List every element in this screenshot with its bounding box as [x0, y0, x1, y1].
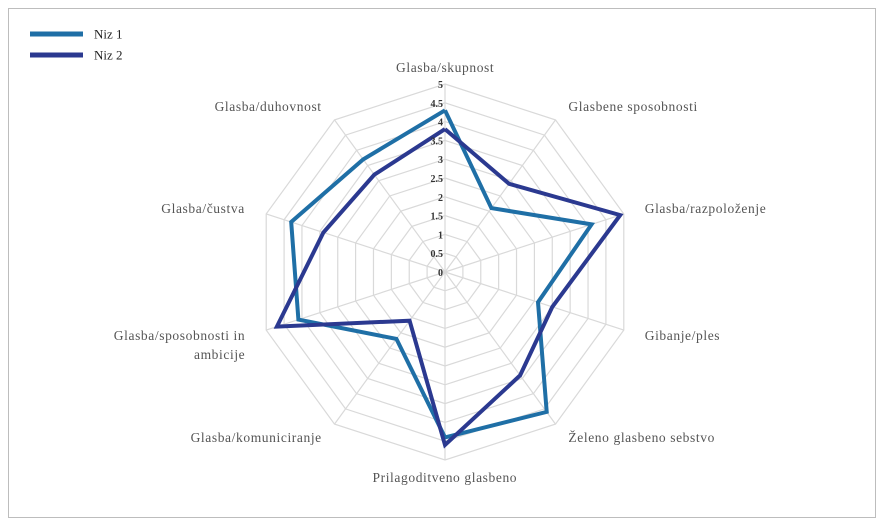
legend-label: Niz 2 — [94, 48, 123, 63]
category-label: Glasba/čustva — [161, 201, 245, 217]
r-tick-label: 1.5 — [431, 212, 444, 223]
r-tick-label: 3 — [438, 155, 443, 166]
r-tick-label: 4 — [438, 118, 443, 129]
category-label: Glasba/komuniciranje — [190, 430, 322, 446]
category-label: Želeno glasbeno sebstvo — [568, 430, 715, 446]
category-label: Glasba/razpoloženje — [644, 201, 767, 217]
r-tick-label: 2.5 — [431, 174, 444, 185]
r-tick-label: 3.5 — [431, 136, 444, 147]
spoke — [266, 271, 446, 331]
r-tick-label: 4.5 — [431, 99, 444, 110]
spoke — [266, 213, 446, 273]
spoke — [334, 119, 446, 273]
spoke — [444, 271, 624, 331]
category-label: Glasba/duhovnost — [214, 98, 322, 114]
legend-label: Niz 1 — [94, 27, 123, 42]
r-tick-label: 2 — [438, 193, 443, 204]
r-tick-label: 0 — [438, 268, 443, 279]
spoke — [444, 119, 556, 273]
series-line — [289, 108, 596, 440]
category-label: Glasba/skupnost — [396, 59, 495, 75]
r-tick-label: 5 — [438, 80, 443, 91]
series-line — [273, 127, 624, 449]
r-tick-label: 1 — [438, 230, 443, 241]
category-label: Prilagoditveno glasbeno — [372, 469, 518, 485]
category-label: Glasba/sposobnosti in ambicije — [113, 327, 246, 362]
category-label: Gibanje/ples — [644, 327, 721, 343]
category-label: Glasbene sposobnosti — [568, 98, 698, 114]
r-tick-label: 0.5 — [431, 249, 444, 260]
spoke — [334, 271, 446, 425]
spoke — [444, 271, 556, 425]
